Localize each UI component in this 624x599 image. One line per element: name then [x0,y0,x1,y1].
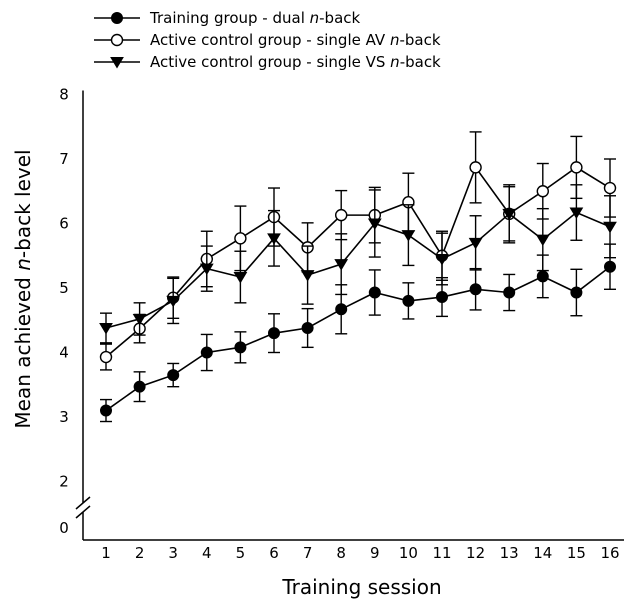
x-tick-label: 7 [303,544,313,562]
data-point [468,237,483,250]
y-tick-label: 2 [59,473,69,491]
data-point [268,327,280,340]
x-tick-label: 3 [168,544,178,562]
y-tick-label: 3 [59,408,69,426]
y-tick-label: 4 [59,344,69,362]
data-point [436,291,448,304]
data-point [402,294,415,307]
data-point [604,260,616,273]
data-point [334,259,349,271]
x-tick-label: 13 [500,544,519,562]
legend-label: Active control group - single VS n-back [150,53,441,71]
x-tick-label: 10 [399,544,418,562]
data-point [335,208,348,222]
data-point [301,321,314,334]
data-point [503,286,516,299]
series-1 [100,243,616,423]
data-point [368,286,381,299]
y-tick-label: 5 [59,279,69,297]
data-point [401,230,416,242]
y-tick-label: 0 [59,519,69,537]
data-point [133,380,146,393]
y-tick-label: 6 [59,215,69,233]
legend-label: Active control group - single AV n-back [150,31,441,49]
legend-item: Active control group - single VS n-back [94,53,441,71]
data-point [99,322,113,335]
data-point [536,185,549,198]
x-tick-label: 12 [466,544,485,562]
data-point [335,303,348,316]
y-tick-label: 8 [59,86,69,104]
legend: Training group - dual n-back Active contr… [94,9,441,71]
data-point [367,218,382,230]
data-point [199,263,214,276]
x-tick-label: 2 [135,544,145,562]
x-axis-label: Training session [281,575,441,599]
data-point [167,369,180,382]
data-point [535,234,550,247]
x-tick-label: 4 [202,544,212,562]
legend-marker [111,12,123,24]
legend-item: Active control group - single AV n-back [94,31,441,49]
legend-label: Training group - dual n-back [149,9,361,27]
data-point [233,272,248,284]
series-line [105,266,611,412]
series-2 [99,131,617,371]
data-point [166,295,181,308]
data-point [603,181,617,195]
data-point [569,207,584,220]
data-point [99,350,113,364]
data-point [200,346,213,359]
data-point [469,283,482,296]
data-point [300,270,315,282]
y-axis-break-mark [75,505,91,519]
x-tick-label: 6 [269,544,279,562]
data-point [536,270,549,283]
plot-area [99,131,617,423]
data-point [435,253,449,266]
legend-item: Training group - dual n-back [94,9,361,27]
x-tick-label: 11 [432,544,451,562]
x-tick-label: 9 [370,544,380,562]
data-point [469,161,482,174]
x-tick-label: 5 [236,544,246,562]
data-point [267,233,281,245]
data-point [132,313,147,326]
legend-marker [110,57,124,69]
data-point [234,232,247,245]
data-point [502,208,517,221]
data-point [570,286,583,299]
x-tick-label: 14 [533,544,552,562]
y-axis-label: Mean achieved n-back level [11,149,35,428]
x-tick-label: 15 [567,544,586,562]
data-point [100,404,112,417]
legend-marker [110,33,124,47]
series-3 [99,184,617,344]
x-tick-label: 8 [336,544,346,562]
x-tick-label: 16 [600,544,619,562]
series-line [105,165,611,358]
y-axis-break-mark [75,496,91,510]
series-line [105,211,611,329]
data-point [570,161,583,174]
data-point [234,341,247,354]
x-tick-label: 1 [101,544,111,562]
y-tick-label: 7 [59,150,69,168]
data-point [603,221,617,234]
